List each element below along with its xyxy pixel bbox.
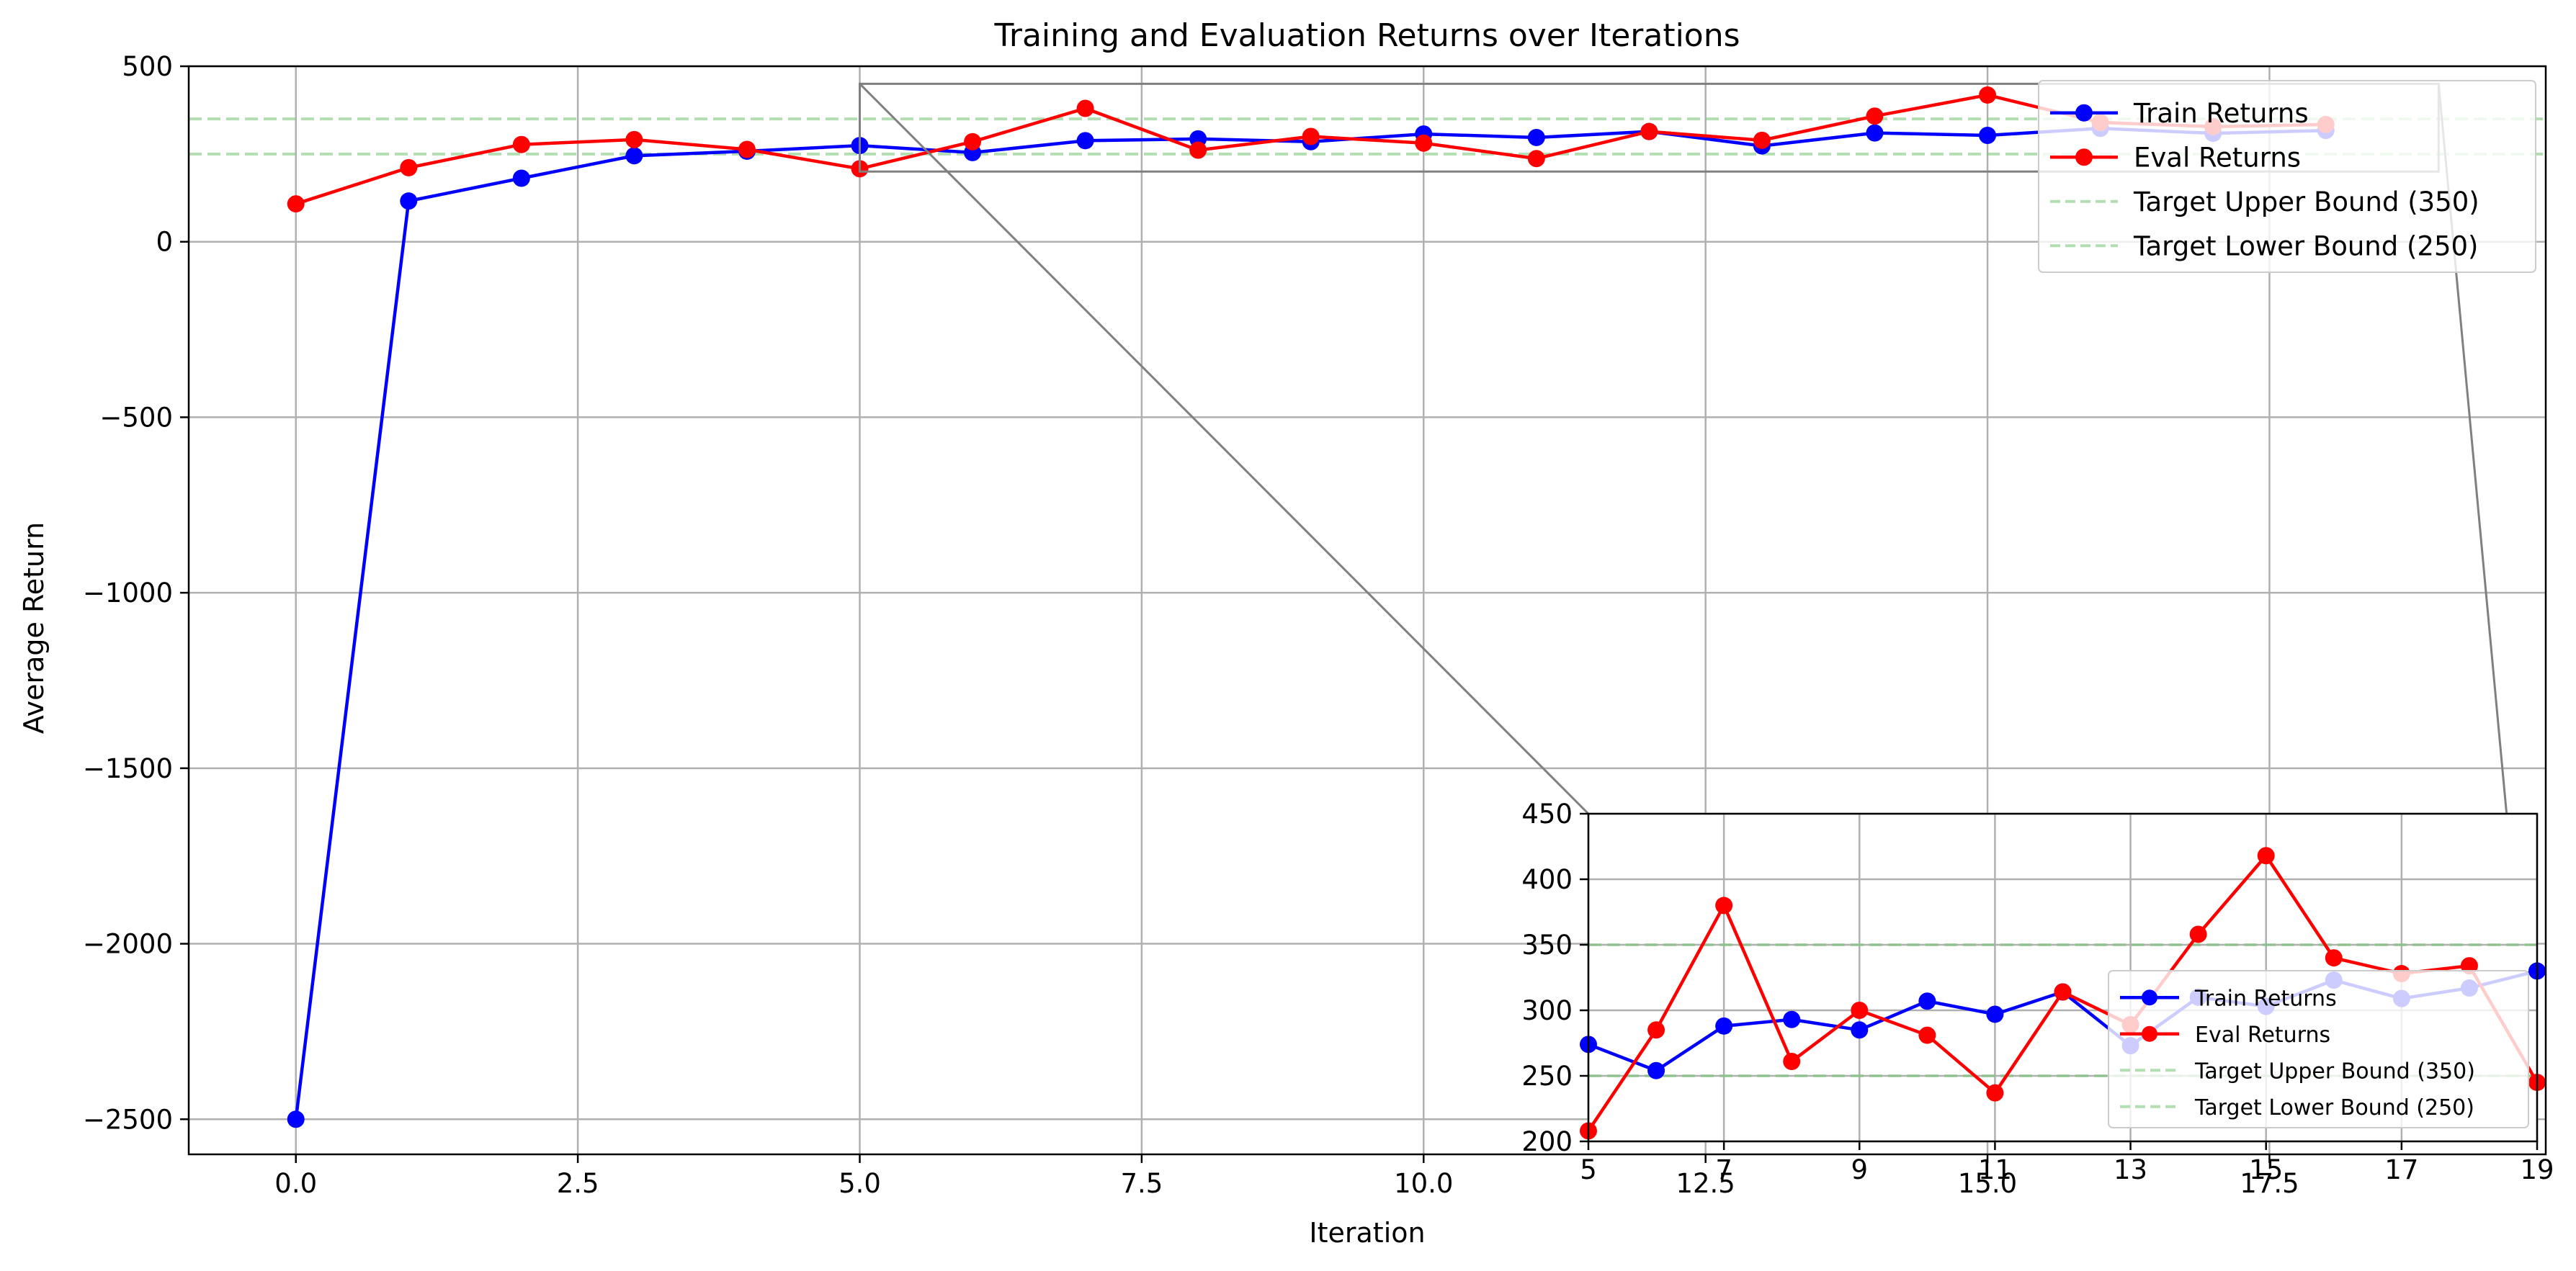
inset-legend-label: Train Returns: [2194, 986, 2337, 1011]
inset-y-tick-label: 450: [1521, 799, 1573, 830]
inset-data-point: [1851, 1021, 1869, 1039]
y-tick-label: 500: [122, 51, 173, 82]
data-point: [287, 1110, 305, 1128]
inset-data-point: [1647, 1061, 1665, 1079]
data-point: [964, 133, 982, 151]
data-point: [400, 192, 418, 210]
x-axis-label: Iteration: [1309, 1217, 1425, 1249]
y-tick-label: −1500: [83, 753, 173, 784]
inset-data-point: [1851, 1002, 1869, 1019]
inset-data-point: [1647, 1021, 1665, 1039]
inset-x-tick-label: 7: [1715, 1154, 1732, 1185]
inset-x-tick-label: 5: [1580, 1154, 1597, 1185]
data-point: [1527, 128, 1545, 146]
legend-box: [2038, 80, 2536, 273]
inset-data-point: [1783, 1010, 1801, 1028]
x-tick-label: 15.0: [1958, 1168, 2017, 1199]
inset-legend-label: Target Upper Bound (350): [2194, 1059, 2475, 1084]
inset-x-tick-label: 9: [1851, 1154, 1869, 1185]
inset-data-point: [1715, 897, 1733, 915]
legend-marker: [2075, 104, 2093, 122]
zoom-connector: [859, 83, 1590, 815]
x-tick-label: 7.5: [1120, 1168, 1163, 1199]
legend-marker: [2075, 148, 2093, 166]
legend-label: Target Upper Bound (350): [2133, 187, 2479, 217]
inset-data-point: [2325, 949, 2343, 967]
x-tick-label: 10.0: [1394, 1168, 1453, 1199]
data-point: [1979, 127, 1997, 145]
data-point: [625, 147, 643, 165]
inset-data-point: [1783, 1052, 1801, 1070]
legend-label: Target Lower Bound (250): [2133, 230, 2479, 261]
data-point: [1527, 150, 1545, 168]
x-tick-label: 0.0: [274, 1168, 317, 1199]
inset-data-point: [1715, 1017, 1733, 1035]
inset-x-tick-label: 13: [2114, 1154, 2147, 1185]
data-point: [1753, 131, 1771, 149]
inset-frame: [1587, 812, 2539, 1143]
data-point: [400, 158, 418, 176]
inset-data-point: [1918, 1026, 1936, 1044]
inset-data-point: [2189, 925, 2207, 943]
data-point: [287, 195, 305, 213]
inset-data-point: [1918, 992, 1936, 1010]
y-tick-label: −500: [99, 402, 173, 433]
legend-label: Eval Returns: [2134, 142, 2301, 173]
data-point: [625, 130, 643, 148]
main-series: [287, 86, 2335, 1128]
main-legend: Train Returns Eval Returns Target Upper Bo…: [2038, 80, 2536, 273]
inset-y-tick-label: 300: [1521, 995, 1573, 1026]
inset-legend-label: Eval Returns: [2195, 1023, 2330, 1048]
inset-x-tick-label: 17: [2384, 1154, 2418, 1185]
y-tick-label: −1000: [83, 578, 173, 608]
inset-legend-marker: [2142, 989, 2157, 1006]
x-tick-label: 5.0: [838, 1168, 881, 1199]
x-tick-label: 2.5: [557, 1168, 599, 1199]
data-point: [1076, 132, 1094, 150]
inset-legend-box: [2108, 970, 2529, 1128]
inset-y-tick-label: 350: [1521, 930, 1573, 961]
inset-x-tick-label: 19: [2520, 1154, 2554, 1185]
chart-title: Training and Evaluation Returns over Ite…: [993, 17, 1740, 54]
inset-y-tick-label: 400: [1521, 864, 1573, 895]
data-point: [512, 135, 530, 153]
data-point: [512, 169, 530, 187]
inset-legend-marker: [2142, 1025, 2157, 1042]
inset-data-point: [1986, 1005, 2004, 1023]
main-plot-frame: [187, 65, 2547, 1156]
inset-data-point: [2257, 847, 2275, 865]
y-tick-label: 0: [156, 227, 173, 258]
inset-y-tick-label: 200: [1521, 1126, 1573, 1157]
inset-data-point: [1986, 1084, 2004, 1102]
main-ticks: 0.0 2.5 5.0 7.5 10.0 12.5 15.0 17.5 500 0 −500 −100…: [83, 51, 2299, 1199]
data-point: [738, 140, 756, 158]
inset-x-tick-label: 15: [2249, 1154, 2283, 1185]
data-point: [1866, 124, 1884, 142]
y-axis-label: Average Return: [18, 522, 50, 734]
x-tick-label: 12.5: [1676, 1168, 1735, 1199]
legend-label: Train Returns: [2133, 98, 2309, 129]
data-point: [1302, 127, 1320, 145]
data-point: [1189, 141, 1207, 159]
inset-y-tick-label: 250: [1521, 1061, 1573, 1092]
inset-data-point: [2054, 983, 2072, 1001]
data-point: [1866, 107, 1884, 125]
data-point: [1076, 99, 1094, 117]
data-point: [1415, 134, 1433, 152]
data-point: [1979, 86, 1997, 104]
inset-x-tick-label: 11: [1978, 1154, 2012, 1185]
data-point: [1640, 122, 1658, 140]
inset-zoom-chart: 5 7 9 11 13 15 17 19 200 250 300 350 400 450 Train Ret…: [1521, 799, 2554, 1185]
x-tick-label: 17.5: [2240, 1168, 2299, 1199]
y-tick-label: −2500: [83, 1104, 173, 1135]
inset-legend-label: Target Lower Bound (250): [2194, 1095, 2474, 1120]
y-tick-label: −2000: [83, 929, 173, 960]
